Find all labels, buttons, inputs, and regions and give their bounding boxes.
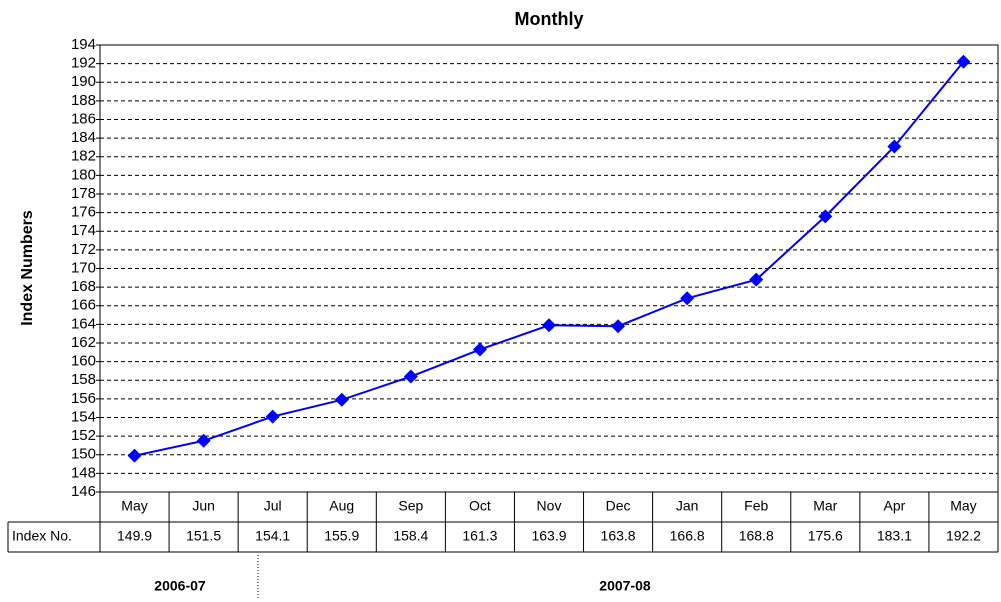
y-tick-label: 154 <box>71 408 96 425</box>
x-tick-label: Nov <box>537 498 562 514</box>
data-point <box>196 433 211 448</box>
table-value: 161.3 <box>462 528 497 544</box>
data-point <box>818 209 833 224</box>
y-tick-label: 168 <box>71 278 96 295</box>
data-point <box>542 318 556 333</box>
table-value: 183.1 <box>877 528 912 544</box>
x-tick-label: Apr <box>883 498 905 514</box>
plot-border <box>99 44 999 493</box>
table-value: 163.8 <box>601 528 636 544</box>
table-value: 154.1 <box>255 528 290 544</box>
y-tick-label: 184 <box>71 129 96 146</box>
table-value: 192.2 <box>946 528 981 544</box>
x-tick-label: May <box>950 498 976 514</box>
data-point <box>611 319 626 334</box>
data-point <box>472 342 487 357</box>
y-axis-label: Index Numbers <box>19 210 36 326</box>
table-value: 163.9 <box>531 528 566 544</box>
y-tick-label: 158 <box>71 371 96 388</box>
y-tick-label: 170 <box>71 259 96 276</box>
y-tick-label: 152 <box>71 427 96 444</box>
x-tick-label: Mar <box>813 498 837 514</box>
data-point <box>749 272 764 287</box>
data-point <box>887 139 902 154</box>
x-tick-label: Jan <box>676 498 699 514</box>
chart-title: Monthly <box>515 9 584 29</box>
data-point <box>127 448 142 463</box>
y-tick-label: 188 <box>71 92 96 109</box>
y-tick-label: 164 <box>71 315 96 332</box>
y-tick-label: 192 <box>71 55 96 72</box>
x-tick-label: Jun <box>192 498 215 514</box>
y-tick-label: 146 <box>71 483 96 500</box>
y-tick-label: 178 <box>71 185 96 202</box>
table-value: 155.9 <box>324 528 359 544</box>
data-point <box>956 54 971 69</box>
y-tick-label: 162 <box>71 334 96 351</box>
y-tick-label: 166 <box>71 297 96 314</box>
y-tick-label: 174 <box>71 222 96 239</box>
y-tick-label: 150 <box>71 446 96 463</box>
table-value: 166.8 <box>670 528 705 544</box>
data-point <box>680 291 695 306</box>
x-tick-label: Jul <box>264 498 282 514</box>
table-value: 168.8 <box>739 528 774 544</box>
x-tick-label: Dec <box>606 498 631 514</box>
table-value: 158.4 <box>393 528 428 544</box>
y-tick-label: 180 <box>71 166 96 183</box>
table-value: 175.6 <box>808 528 843 544</box>
series-line <box>134 61 965 457</box>
y-tick-label: 156 <box>71 390 96 407</box>
y-tick-label: 194 <box>71 36 96 53</box>
y-tick-label: 148 <box>71 464 96 481</box>
y-tick-label: 176 <box>71 204 96 221</box>
x-tick-label: Sep <box>398 498 423 514</box>
data-point <box>403 369 418 384</box>
data-point <box>265 409 280 424</box>
table-value: 151.5 <box>186 528 221 544</box>
year-label: 2006-07 <box>154 578 206 594</box>
year-label: 2007-08 <box>599 578 651 594</box>
y-tick-label: 172 <box>71 241 96 258</box>
y-tick-label: 160 <box>71 353 96 370</box>
y-tick-label: 182 <box>71 148 96 165</box>
y-tick-label: 190 <box>71 73 96 90</box>
x-tick-label: May <box>121 498 147 514</box>
y-tick-label: 186 <box>71 110 96 127</box>
data-point <box>334 392 349 407</box>
x-tick-label: Feb <box>744 498 768 514</box>
x-tick-label: Aug <box>329 498 354 514</box>
x-tick-label: Oct <box>469 498 491 514</box>
table-value: 149.9 <box>117 528 152 544</box>
legend-label: Index No. <box>12 528 72 544</box>
